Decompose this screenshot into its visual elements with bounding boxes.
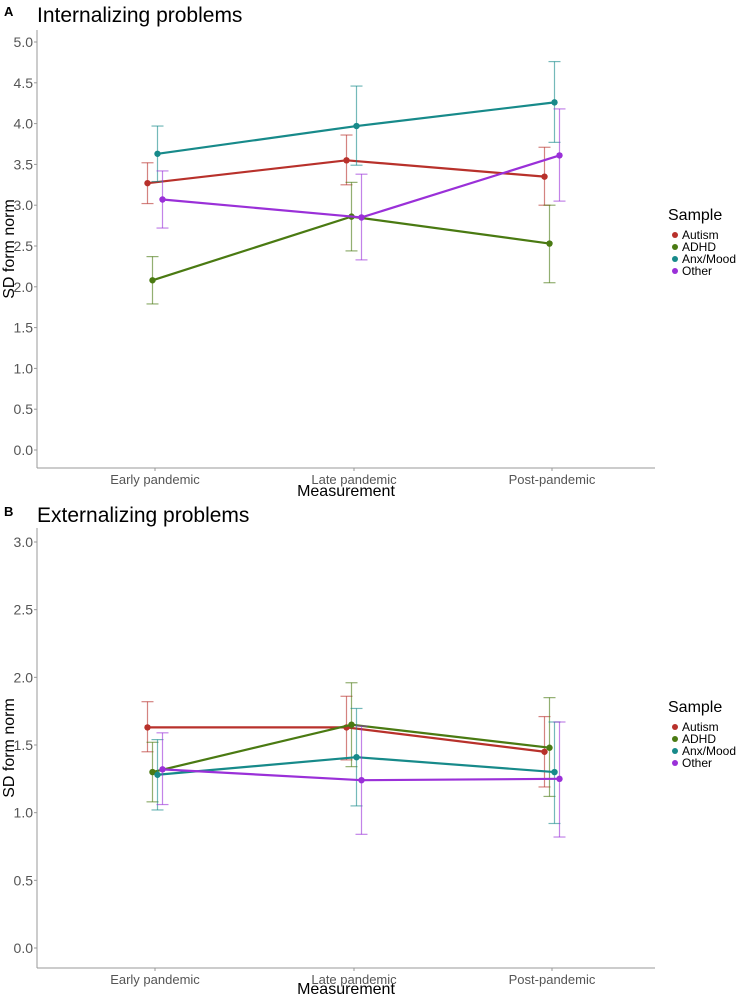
- legend-marker: [672, 268, 678, 274]
- data-point: [541, 173, 548, 180]
- panel-label: B: [4, 504, 13, 519]
- y-tick-label: 2.5: [14, 602, 34, 618]
- data-point: [348, 721, 355, 728]
- y-tick-label: 1.5: [14, 737, 34, 753]
- legend-label: Anx/Mood: [682, 744, 736, 758]
- legend-title: Sample: [668, 207, 722, 224]
- data-point: [154, 771, 161, 778]
- legend-label: ADHD: [682, 732, 716, 746]
- x-tick-label: Early pandemic: [110, 972, 200, 987]
- y-tick-label: 1.0: [14, 805, 34, 821]
- data-point: [358, 214, 365, 221]
- x-axis-title: Measurement: [297, 483, 395, 500]
- y-tick-label: 3.0: [14, 197, 34, 213]
- data-point: [149, 768, 156, 776]
- y-tick-label: 4.5: [14, 75, 34, 91]
- data-point: [159, 766, 166, 773]
- series-adhd: [146, 682, 556, 803]
- data-point: [144, 179, 151, 187]
- y-tick-label: 4.0: [14, 116, 34, 132]
- series-autism: [141, 134, 551, 206]
- legend-marker: [672, 760, 678, 766]
- y-tick-label: 1.5: [14, 320, 34, 336]
- y-axis-title: SD form norm: [1, 698, 18, 798]
- legend-label: ADHD: [682, 240, 716, 254]
- x-tick-label: Post-pandemic: [509, 972, 596, 987]
- panel-b: B Externalizing problems 0.0 0.5 1.0 1.5 2.0 2.…: [1, 504, 736, 998]
- data-point: [353, 122, 360, 130]
- legend-marker: [672, 736, 678, 742]
- x-tick-label: Post-pandemic: [509, 472, 596, 487]
- legend-marker: [672, 256, 678, 262]
- legend-marker: [672, 232, 678, 238]
- y-tick-label: 2.0: [14, 669, 34, 685]
- series-autism: [141, 695, 551, 788]
- series-anx-mood: [151, 707, 561, 825]
- data-point: [358, 776, 365, 784]
- chart-title: Internalizing problems: [37, 4, 242, 27]
- y-tick-label: 0.0: [14, 442, 34, 458]
- data-point: [144, 724, 151, 731]
- data-point: [149, 277, 156, 284]
- x-tick-label: Late pandemic: [311, 972, 397, 987]
- legend-label: Anx/Mood: [682, 252, 736, 266]
- legend-marker: [672, 244, 678, 250]
- data-point: [546, 240, 553, 247]
- data-point: [551, 99, 558, 106]
- x-axis-title: Measurement: [297, 981, 395, 998]
- y-tick-label: 3.0: [14, 534, 34, 550]
- data-point: [541, 748, 548, 755]
- y-tick-label: 2.0: [14, 279, 34, 295]
- y-tick-label: 3.5: [14, 156, 34, 172]
- legend-marker: [672, 748, 678, 754]
- data-point: [353, 753, 360, 761]
- y-axis-title: SD form norm: [1, 199, 18, 299]
- panel-label: A: [4, 4, 14, 19]
- y-tick-label: 0.5: [14, 872, 34, 888]
- chart-title: Externalizing problems: [37, 504, 249, 527]
- legend-label: Autism: [682, 228, 719, 242]
- legend-label: Other: [682, 756, 712, 770]
- data-point: [546, 744, 553, 751]
- series-adhd: [146, 181, 556, 305]
- panel-a: A Internalizing problems 0.0 0.5 1.0 1.5 2.0 2.…: [1, 4, 736, 500]
- data-point: [154, 150, 161, 157]
- data-point: [551, 768, 558, 776]
- series-anx-mood: [151, 60, 561, 183]
- series-other: [156, 108, 566, 261]
- x-tick-label: Early pandemic: [110, 472, 200, 487]
- series-other: [156, 721, 566, 838]
- y-tick-label: 0.0: [14, 940, 34, 956]
- legend-title: Sample: [668, 699, 722, 716]
- y-tick-label: 2.5: [14, 238, 34, 254]
- data-point: [159, 196, 166, 203]
- legend-label: Autism: [682, 720, 719, 734]
- y-tick-label: 1.0: [14, 360, 34, 376]
- y-tick-label: 0.5: [14, 401, 34, 417]
- y-tick-label: 5.0: [14, 34, 34, 50]
- data-point: [343, 157, 350, 164]
- data-point: [556, 152, 563, 159]
- data-point: [556, 775, 563, 783]
- x-tick-label: Late pandemic: [311, 472, 397, 487]
- legend-label: Other: [682, 264, 712, 278]
- legend-marker: [672, 724, 678, 730]
